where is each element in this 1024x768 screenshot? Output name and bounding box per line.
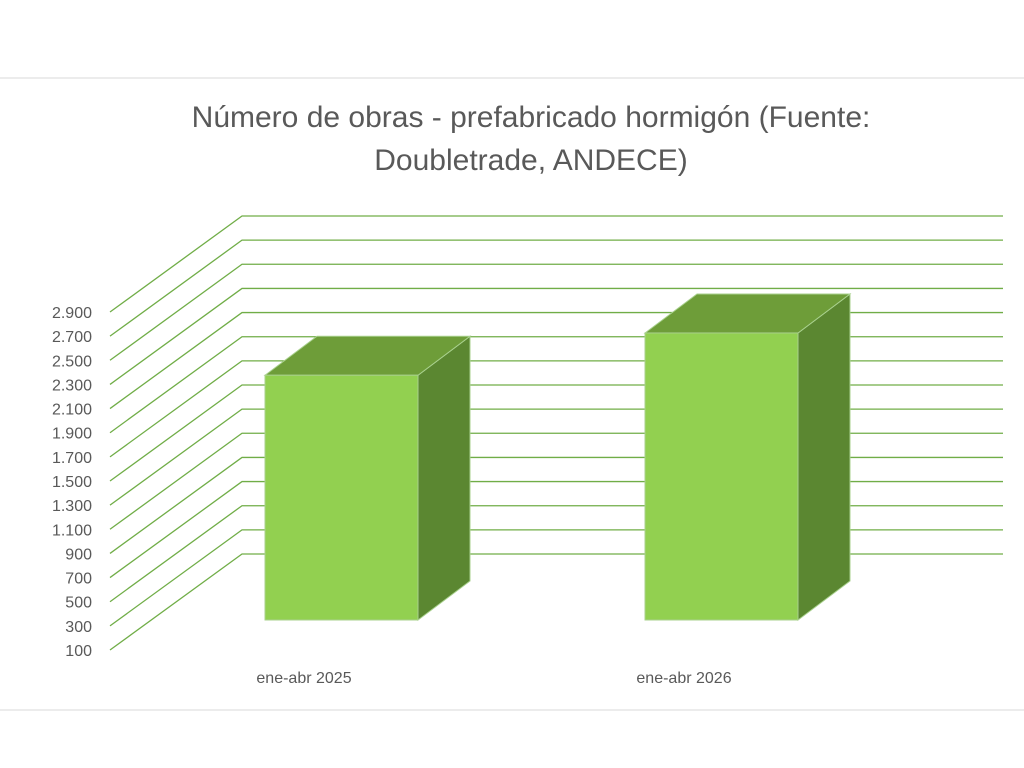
- bar: [643, 292, 852, 621]
- chart-title-line-1: Número de obras - prefabricado hormigón …: [192, 101, 871, 134]
- y-tick-label: 2.300: [52, 377, 92, 394]
- gridline: [109, 529, 1003, 627]
- bars: [263, 292, 852, 621]
- y-tick-label: 1.100: [52, 522, 92, 539]
- bar-side-face: [797, 292, 851, 621]
- y-tick-label: 1.300: [52, 498, 92, 515]
- y-tick-label: 900: [65, 546, 92, 563]
- bar-side-face: [417, 335, 471, 621]
- y-tick-label: 300: [65, 619, 92, 636]
- y-axis-tick-labels: 100 300 500 700 900 1.100 1.300 1.500 1.700 1.900…: [52, 305, 92, 660]
- gridline: [109, 239, 1003, 337]
- y-tick-label: 2.100: [52, 402, 92, 419]
- y-tick-label: 1.700: [52, 450, 92, 467]
- y-tick-label: 1.900: [52, 426, 92, 443]
- y-tick-label: 2.900: [52, 305, 92, 322]
- gridline: [109, 215, 1003, 313]
- y-tick-label: 1.500: [52, 474, 92, 491]
- gridlines: [109, 215, 1003, 651]
- gridline: [109, 287, 1003, 385]
- chart-title: Número de obras - prefabricado hormigón …: [192, 101, 871, 177]
- y-tick-label: 700: [65, 571, 92, 588]
- x-category-label: ene-abr 2025: [256, 670, 351, 687]
- bar-front-face: [264, 374, 419, 621]
- bar: [263, 335, 472, 621]
- y-tick-label: 500: [65, 595, 92, 612]
- bar-front-face: [644, 332, 799, 621]
- x-axis-category-labels: ene-abr 2025 ene-abr 2026: [256, 670, 731, 687]
- y-tick-label: 2.500: [52, 353, 92, 370]
- gridline: [109, 553, 1003, 651]
- gridline: [109, 263, 1003, 361]
- x-category-label: ene-abr 2026: [636, 670, 731, 687]
- y-tick-label: 100: [65, 643, 92, 660]
- y-tick-label: 2.700: [52, 329, 92, 346]
- chart-title-line-2: Doubletrade, ANDECE): [374, 144, 687, 177]
